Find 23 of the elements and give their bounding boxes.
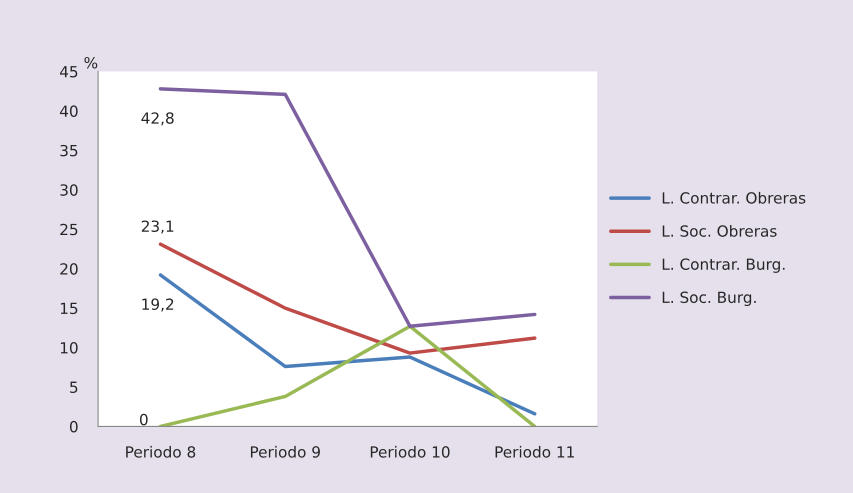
legend-label: L. Soc. Obreras [662,225,777,237]
legend-label: L. Soc. Burg. [662,292,756,306]
x-tick-label: Periodo 8 [126,446,196,458]
y-tick-label: 35 [60,144,78,156]
x-tick-label: Periodo 9 [250,446,320,458]
data-label: 42,8 [141,112,174,126]
y-tick-label: 45 [60,66,78,78]
y-tick-label: 20 [60,263,78,275]
y-tick-label: 5 [70,382,78,394]
y-tick-label: 30 [60,184,78,196]
data-label: 23,1 [142,220,174,234]
y-tick-label: 40 [60,105,78,117]
y-tick-label: 15 [60,302,78,314]
x-tick-label: Periodo 11 [496,446,574,458]
y-tick-label: 25 [60,224,78,236]
x-tick-label: Periodo 10 [370,446,450,458]
data-label: 19,2 [142,298,174,312]
y-tick-label: 10 [60,342,78,354]
legend-label: L. Contrar. Burg. [662,258,785,273]
y-axis-title: % [84,56,98,69]
legend-label: L. Contrar. Obreras [662,192,806,204]
y-tick-label: 0 [70,420,78,432]
data-label: 0 [140,414,148,426]
